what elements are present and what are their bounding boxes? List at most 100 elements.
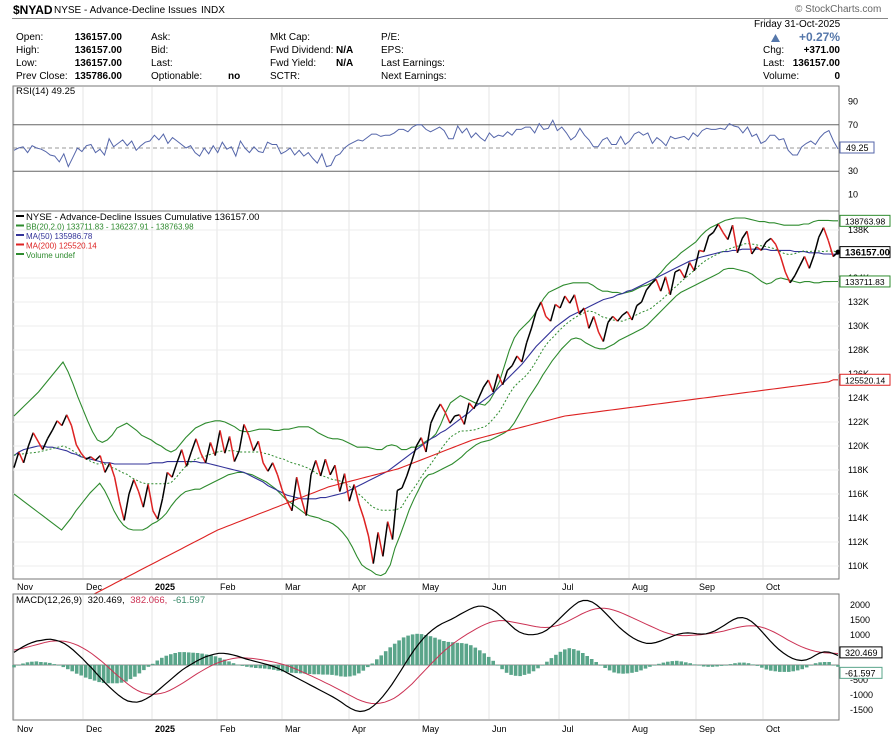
macd-histogram-bar <box>666 661 670 665</box>
price-segment <box>372 532 379 564</box>
macd-histogram-bar <box>572 649 576 665</box>
macd-histogram-bar <box>213 656 218 665</box>
macd-histogram-bar <box>679 661 684 665</box>
macd-histogram-bar <box>791 665 795 672</box>
price-segment <box>751 246 758 255</box>
macd-histogram-bar <box>728 664 733 665</box>
macd-histogram-bar <box>634 665 639 672</box>
macd-histogram-bar <box>267 665 272 670</box>
price-segment <box>377 532 384 557</box>
symbol[interactable]: $NYAD <box>13 3 53 17</box>
macd-histogram-bar <box>245 665 249 667</box>
price-segment <box>200 452 207 464</box>
macd-histogram-bar <box>598 665 603 666</box>
price-segment <box>348 484 355 502</box>
price-segment <box>66 414 73 426</box>
macd-histogram-bar <box>115 665 119 684</box>
macd-histogram-bar <box>406 635 410 665</box>
price-segment <box>487 379 494 393</box>
macd-histogram-bar <box>124 665 128 682</box>
macd-title-value: 320.469, <box>88 595 125 606</box>
price-segment <box>597 331 604 342</box>
price-segment <box>688 262 695 272</box>
macd-histogram-bar <box>446 641 451 665</box>
x-axis-label: 2025 <box>155 724 175 734</box>
macd-histogram-bar <box>258 665 263 669</box>
price-segment <box>247 434 255 452</box>
price-panel: NYSE - Advance-Decline Issues Cumulative… <box>12 210 891 637</box>
macd-histogram-bar <box>21 663 25 665</box>
macd-histogram-bar <box>589 659 594 665</box>
price-segment <box>454 414 460 417</box>
macd-histogram-bar <box>66 665 70 670</box>
price-segment <box>650 278 657 285</box>
macd-histogram-bar <box>339 665 343 677</box>
price-segment <box>401 475 408 489</box>
macd-histogram-bar <box>30 661 34 665</box>
macd-histogram-bar <box>343 665 348 677</box>
macd-histogram-bar <box>12 665 16 668</box>
price-tick-label: 112K <box>848 537 868 547</box>
price-segment <box>190 438 197 453</box>
price-tick-label: 122K <box>848 417 869 427</box>
macd-histogram-bar <box>585 656 589 665</box>
price-segment <box>396 487 403 492</box>
price-segment <box>683 262 691 279</box>
macd-histogram-bar <box>366 665 370 668</box>
volume-value: 0 <box>834 71 840 82</box>
price-segment <box>659 276 667 292</box>
legend-entry: NYSE - Advance-Decline Issues Cumulative… <box>26 212 259 223</box>
price-segment <box>674 268 681 273</box>
macd-histogram-bar <box>460 643 464 665</box>
legend-swatch <box>16 224 24 227</box>
price-segment <box>818 227 825 238</box>
legend-swatch <box>16 243 24 246</box>
macd-histogram-bar <box>137 665 142 674</box>
macd-histogram-bar <box>782 665 787 672</box>
price-segment <box>180 449 188 467</box>
price-segment <box>128 479 135 495</box>
macd-histogram-bar <box>778 665 782 672</box>
macd-histogram-bar <box>392 643 397 665</box>
price-segment <box>813 237 820 256</box>
price-segment <box>391 490 399 540</box>
price-segment <box>722 231 729 241</box>
macd-histogram-bar <box>106 665 110 684</box>
price-segment <box>669 271 676 295</box>
macd-histogram-bar <box>648 665 652 667</box>
macd-histogram-bar <box>231 663 236 665</box>
x-axis-label: May <box>422 582 440 592</box>
macd-histogram-bar <box>818 662 822 665</box>
price-segment <box>511 355 518 366</box>
macd-histogram-bar <box>639 665 643 671</box>
macd-histogram-bar <box>361 665 366 671</box>
price-segment <box>94 455 101 461</box>
x-axis-label: Nov <box>17 582 34 592</box>
price-segment <box>765 237 772 243</box>
bb-lower-line <box>13 267 838 577</box>
macd-histogram-bar <box>321 665 325 675</box>
x-axis-label: Jun <box>492 582 507 592</box>
price-value-tag-label: 125520.14 <box>845 375 885 385</box>
macd-histogram-bar <box>809 665 813 666</box>
fwd-yield-value: N/A <box>336 58 354 69</box>
price-segment <box>516 355 523 363</box>
macd-histogram-bar <box>800 665 804 670</box>
macd-histogram-bar <box>410 634 415 665</box>
macd-histogram-bar <box>218 657 222 665</box>
price-tick-label: 124K <box>848 393 869 403</box>
macd-histogram-bar <box>603 665 607 668</box>
price-segment <box>209 442 216 456</box>
price-segment <box>640 289 648 303</box>
macd-histogram-bar <box>527 665 531 674</box>
price-segment <box>133 479 140 492</box>
macd-histogram-bar <box>325 665 330 675</box>
price-segment <box>449 415 456 424</box>
price-segment <box>717 223 724 233</box>
price-segment <box>602 322 609 342</box>
price-segment <box>219 430 226 454</box>
price-segment <box>770 237 777 245</box>
price-segment <box>559 295 566 309</box>
x-axis-label: Aug <box>632 724 648 734</box>
price-segment <box>789 275 796 284</box>
